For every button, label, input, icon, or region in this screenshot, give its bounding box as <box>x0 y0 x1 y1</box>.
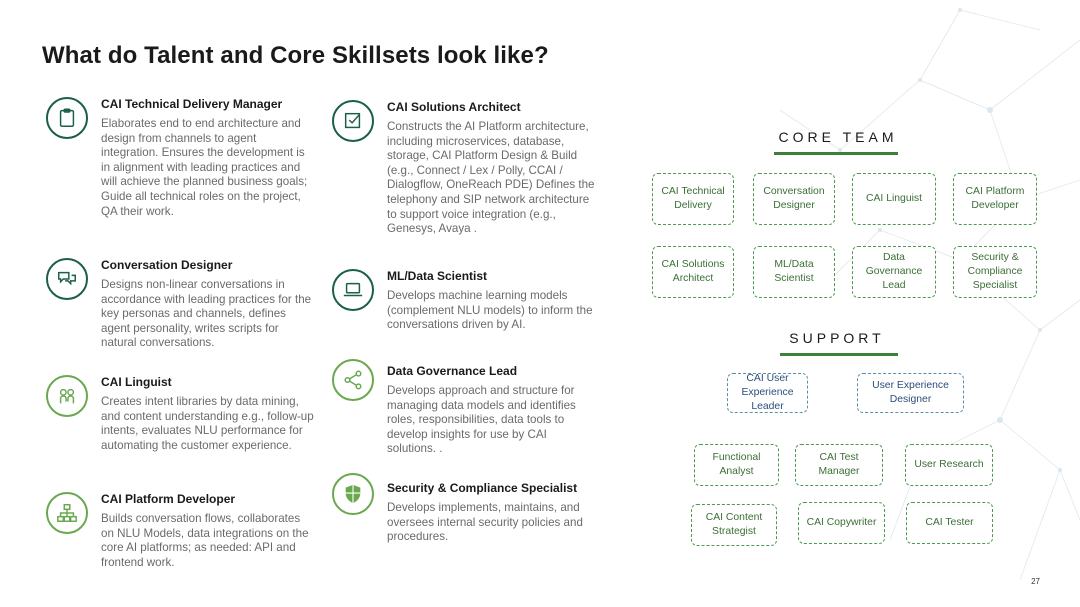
clipboard-icon <box>46 97 88 139</box>
core-box-security-compliance-specialist: Security & Compliance Specialist <box>953 246 1037 298</box>
role-title: Security & Compliance Specialist <box>387 481 578 495</box>
core-box-data-governance-lead: Data Governance Lead <box>852 246 936 298</box>
core-box-cai-linguist: CAI Linguist <box>852 173 936 225</box>
support-box-user-research: User Research <box>905 444 993 486</box>
core-box-cai-solutions-architect: CAI Solutions Architect <box>652 246 734 298</box>
role-description: Builds conversation flows, collaborates … <box>101 512 309 569</box>
role-title: Conversation Designer <box>101 258 233 272</box>
core-team-heading: CORE TEAM <box>778 129 898 145</box>
support-box-cai-test-manager: CAI Test Manager <box>795 444 883 486</box>
support-heading: SUPPORT <box>789 330 885 346</box>
role-description: Designs non-linear conversations in acco… <box>101 278 312 350</box>
role-title: CAI Solutions Architect <box>387 100 521 114</box>
share-icon <box>332 359 374 401</box>
support-box-cai-tester: CAI Tester <box>906 502 993 544</box>
support-box-ux-designer: User Experience Designer <box>857 373 964 413</box>
support-underline <box>780 353 898 356</box>
core-team-underline <box>774 152 898 155</box>
role-description: Creates intent libraries by data mining,… <box>101 395 314 452</box>
checkbox-icon <box>332 100 374 142</box>
page-title: What do Talent and Core Skillsets look l… <box>42 42 549 69</box>
role-description: Develops implements, maintains, and over… <box>387 501 583 544</box>
role-title: CAI Technical Delivery Manager <box>101 97 283 111</box>
role-title: CAI Platform Developer <box>101 492 236 506</box>
support-box-cai-content-strategist: CAI Content Strategist <box>691 504 777 546</box>
page-number: 27 <box>1031 577 1040 586</box>
role-title: CAI Linguist <box>101 375 172 389</box>
core-box-cai-platform-developer: CAI Platform Developer <box>953 173 1037 225</box>
linguist-icon <box>46 375 88 417</box>
role-description: Develops approach and structure for mana… <box>387 384 576 456</box>
support-box-functional-analyst: Functional Analyst <box>694 444 779 486</box>
core-box-cai-technical-delivery: CAI Technical Delivery <box>652 173 734 225</box>
support-box-cai-ux-leader: CAI User Experience Leader <box>727 373 808 413</box>
chat-bubbles-icon <box>46 258 88 300</box>
role-description: Constructs the AI Platform architecture,… <box>387 120 595 236</box>
role-description: Elaborates end to end architecture and d… <box>101 117 308 218</box>
role-title: ML/Data Scientist <box>387 269 488 283</box>
support-box-cai-copywriter: CAI Copywriter <box>798 502 885 544</box>
role-title: Data Governance Lead <box>387 364 518 378</box>
core-box-conversation-designer: Conversation Designer <box>753 173 835 225</box>
laptop-icon <box>332 269 374 311</box>
core-box-ml-data-scientist: ML/Data Scientist <box>753 246 835 298</box>
role-description: Develops machine learning models (comple… <box>387 289 593 332</box>
hierarchy-icon <box>46 492 88 534</box>
shield-icon <box>332 473 374 515</box>
